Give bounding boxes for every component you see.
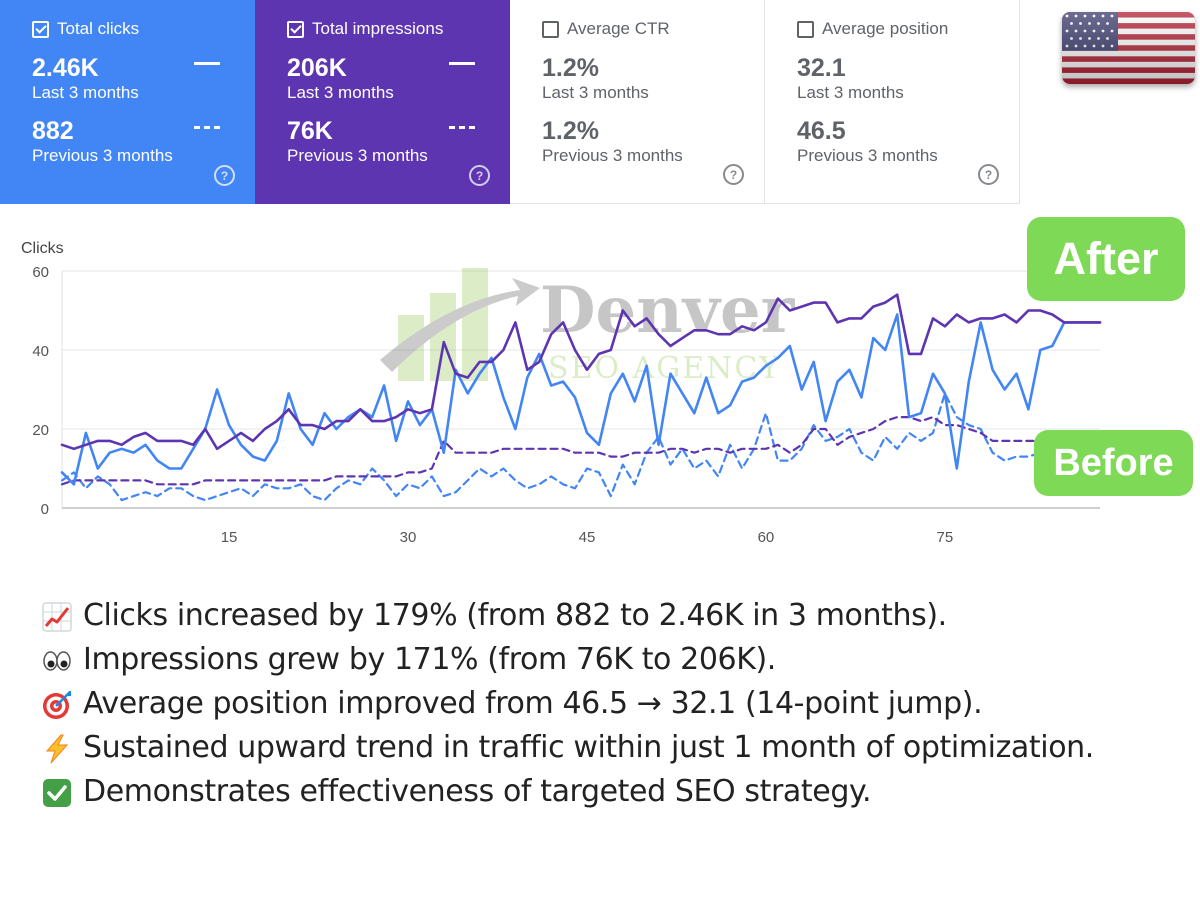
help-icon[interactable]: ? [214,165,235,186]
y-tick-label: 40 [32,343,49,360]
dashed-line-legend-icon [194,126,220,129]
series-line-last-clicks [60,313,1102,486]
help-icon[interactable]: ? [978,164,999,185]
us-flag-graphic [1062,12,1195,84]
chart-grid [61,270,1100,509]
us-flag-icon [1062,12,1195,84]
metric-prev-value: 46.5 [797,117,846,145]
check-mark-button-icon [42,777,72,807]
list-item: Impressions grew by 171% (from 76K to 20… [42,638,1094,682]
high-voltage-icon [42,733,72,764]
x-tick-label: 15 [221,529,238,546]
chart-increasing-icon [42,601,72,632]
help-icon[interactable]: ? [723,164,744,185]
metric-label: Total clicks [57,19,140,38]
clicks-line-chart: Denver SEO AGENCY Clicks 0 20 40 60 15 30 45 60… [21,240,1102,546]
chart-ticks: 0 20 40 60 15 30 45 60 75 [32,264,953,546]
metric-period: Last 3 months [287,83,394,102]
metric-period: Last 3 months [32,83,139,102]
metric-card-header: Total clicks [32,17,255,41]
metric-card-header: Average position [797,17,1019,41]
before-badge: Before [1034,430,1193,496]
metric-value: 32.1 [797,54,846,82]
metric-label: Average position [822,19,949,38]
list-item: Demonstrates effectiveness of targeted S… [42,770,1094,814]
metric-card-header: Average CTR [542,17,764,41]
metric-prev-value: 882 [32,117,74,145]
x-tick-label: 60 [758,529,775,546]
x-tick-label: 45 [579,529,596,546]
highlight-text: Average position improved from 46.5 → 32… [83,686,983,721]
y-tick-label: 60 [32,264,49,281]
y-axis-label: Clicks [21,240,64,257]
solid-line-legend-icon [449,62,475,65]
metric-card-average-position[interactable]: Average position 32.1 Last 3 months 46.5… [765,0,1020,204]
highlight-text: Demonstrates effectiveness of targeted S… [83,774,872,809]
metric-card-average-ctr[interactable]: Average CTR 1.2% Last 3 months 1.2% Prev… [510,0,765,204]
metric-card-header: Total impressions [287,17,510,41]
x-tick-label: 30 [400,529,417,546]
x-tick-label: 75 [937,529,954,546]
metric-prev-value: 1.2% [542,117,599,145]
help-icon[interactable]: ? [469,165,490,186]
direct-hit-target-icon [42,689,72,719]
checkbox-checked-icon[interactable] [287,20,304,38]
denver-seo-agency-watermark: Denver SEO AGENCY [380,268,796,386]
metric-prev-period: Previous 3 months [32,146,173,165]
metric-card-total-impressions[interactable]: Total impressions 206K Last 3 months 76K… [255,0,510,204]
highlight-text: Impressions grew by 171% (from 76K to 20… [83,642,776,677]
metric-period: Last 3 months [797,83,904,102]
list-item: Sustained upward trend in traffic within… [42,726,1094,770]
series-line-previous-impressions [60,416,1102,486]
checkbox-checked-icon[interactable] [32,20,49,38]
highlight-text: Clicks increased by 179% (from 882 to 2.… [83,598,947,633]
dashed-line-legend-icon [449,126,475,129]
metric-prev-period: Previous 3 months [287,146,428,165]
checkbox-unchecked-icon[interactable] [542,20,559,38]
metric-prev-value: 76K [287,117,333,145]
metric-period: Last 3 months [542,83,649,102]
chart-series [60,293,1102,502]
metric-label: Total impressions [312,19,444,38]
list-item: Clicks increased by 179% (from 882 to 2.… [42,594,1094,638]
metric-value: 1.2% [542,54,599,82]
series-line-previous-clicks [60,392,1102,502]
metric-cards: Total clicks 2.46K Last 3 months 882 Pre… [0,0,1020,204]
metric-prev-period: Previous 3 months [542,146,683,165]
watermark-title: Denver [540,273,796,348]
checkbox-unchecked-icon[interactable] [797,20,814,38]
metric-label: Average CTR [567,19,670,38]
y-tick-label: 20 [32,422,49,439]
eyes-icon [42,645,72,675]
solid-line-legend-icon [194,62,220,65]
series-line-last-impressions [60,293,1102,451]
metric-value: 206K [287,54,347,82]
after-badge: After [1027,217,1185,301]
watermark-logo-bars-icon [380,268,540,381]
y-tick-label: 0 [41,501,49,518]
metric-card-total-clicks[interactable]: Total clicks 2.46K Last 3 months 882 Pre… [0,0,255,204]
metric-prev-period: Previous 3 months [797,146,938,165]
highlights-list: Clicks increased by 179% (from 882 to 2.… [42,594,1094,814]
list-item: Average position improved from 46.5 → 32… [42,682,1094,726]
metric-value: 2.46K [32,54,99,82]
highlight-text: Sustained upward trend in traffic within… [83,730,1094,765]
